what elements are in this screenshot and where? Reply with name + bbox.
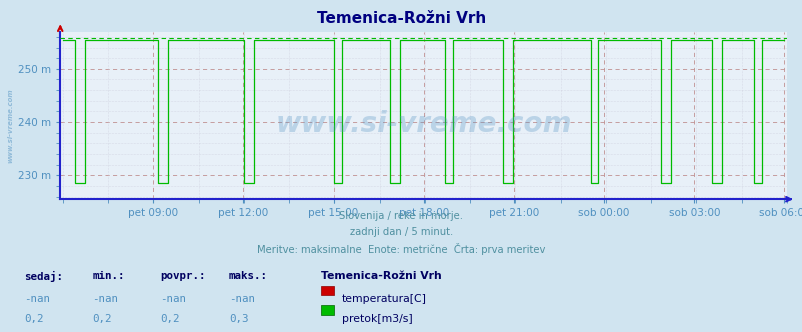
Text: maks.:: maks.:: [229, 271, 268, 281]
Text: Meritve: maksimalne  Enote: metrične  Črta: prva meritev: Meritve: maksimalne Enote: metrične Črta…: [257, 243, 545, 255]
Text: Temenica-Rožni Vrh: Temenica-Rožni Vrh: [317, 11, 485, 26]
Text: temperatura[C]: temperatura[C]: [342, 294, 427, 304]
Text: povpr.:: povpr.:: [160, 271, 206, 281]
Text: -nan: -nan: [229, 294, 254, 304]
Text: -nan: -nan: [24, 294, 50, 304]
Text: min.:: min.:: [92, 271, 124, 281]
Text: www.si-vreme.com: www.si-vreme.com: [7, 89, 14, 163]
Text: 0,2: 0,2: [160, 314, 180, 324]
Text: 0,3: 0,3: [229, 314, 248, 324]
Text: zadnji dan / 5 minut.: zadnji dan / 5 minut.: [350, 227, 452, 237]
Text: sedaj:: sedaj:: [24, 271, 63, 282]
Text: Temenica-Rožni Vrh: Temenica-Rožni Vrh: [321, 271, 441, 281]
Text: www.si-vreme.com: www.si-vreme.com: [275, 110, 571, 138]
Text: pretok[m3/s]: pretok[m3/s]: [342, 314, 412, 324]
Text: 0,2: 0,2: [92, 314, 111, 324]
Text: Slovenija / reke in morje.: Slovenija / reke in morje.: [339, 211, 463, 221]
Text: -nan: -nan: [160, 294, 186, 304]
Text: 0,2: 0,2: [24, 314, 43, 324]
Text: -nan: -nan: [92, 294, 118, 304]
